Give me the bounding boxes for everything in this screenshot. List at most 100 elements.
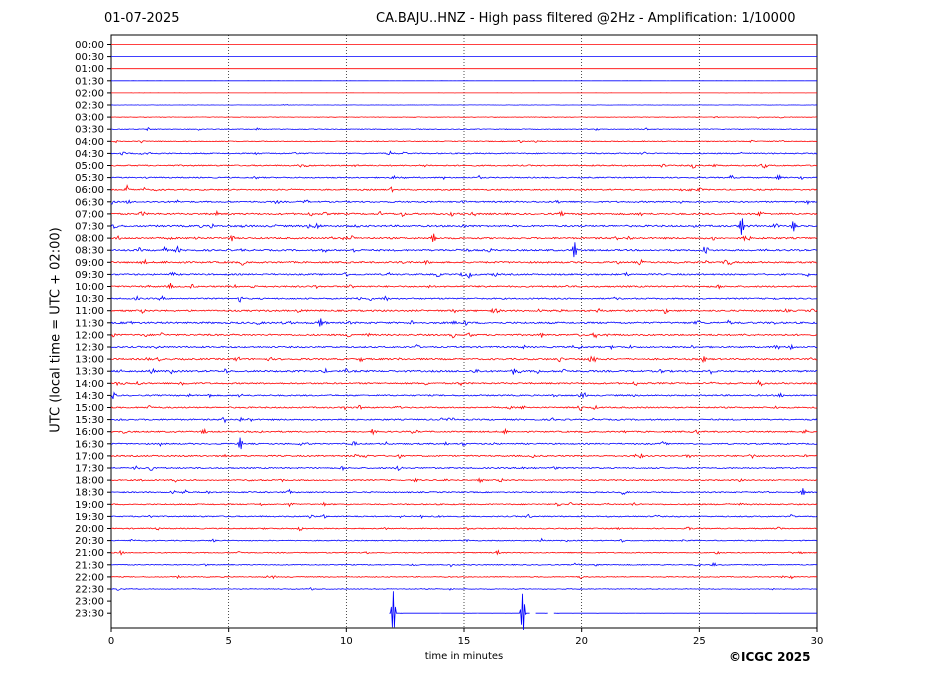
row-label: 11:00: [75, 306, 104, 317]
row-label: 21:00: [75, 548, 104, 559]
date-label: 01-07-2025: [104, 11, 180, 26]
row-label: 03:30: [75, 125, 104, 136]
row-label: 09:30: [75, 270, 104, 281]
trace-row: [110, 318, 818, 327]
row-label: 06:30: [75, 197, 104, 208]
row-label: 01:00: [75, 64, 104, 75]
x-axis-label: time in minutes: [424, 651, 504, 662]
trace-row: [110, 283, 818, 290]
trace-row: [110, 183, 818, 193]
row-label: 08:00: [75, 234, 104, 245]
trace-row: [110, 174, 818, 181]
row-label: 13:30: [75, 367, 104, 378]
row-label: 19:00: [75, 500, 104, 511]
trace-row: [110, 271, 818, 279]
x-tick-label: 20: [575, 636, 588, 647]
row-label: 20:30: [75, 536, 104, 547]
trace-row: [110, 139, 818, 144]
trace-row: [110, 465, 818, 472]
row-label: 18:00: [75, 476, 104, 487]
row-label: 09:00: [75, 258, 104, 269]
row-label: 01:30: [75, 76, 104, 87]
row-label: 03:00: [75, 113, 104, 124]
row-label: 16:00: [75, 427, 104, 438]
row-label: 04:30: [75, 149, 104, 160]
row-label: 15:00: [75, 403, 104, 414]
row-label: 08:30: [75, 246, 104, 257]
trace-row: [110, 104, 818, 106]
row-label: 02:00: [75, 88, 104, 99]
row-label: 10:00: [75, 282, 104, 293]
row-label: 07:00: [75, 209, 104, 220]
trace-row: [110, 537, 818, 543]
row-label: 12:00: [75, 330, 104, 341]
trace-row: [110, 501, 818, 508]
copyright-label: ©ICGC 2025: [729, 650, 811, 664]
row-label: 02:30: [75, 101, 104, 112]
trace-row: [110, 427, 818, 436]
x-tick-label: 15: [458, 636, 471, 647]
row-label: 15:30: [75, 415, 104, 426]
row-label: 18:30: [75, 488, 104, 499]
trace-row: [110, 549, 818, 556]
trace-row: [110, 404, 818, 411]
trace-row: [110, 233, 818, 242]
trace-row: [110, 163, 817, 169]
row-label: 14:00: [75, 379, 104, 390]
row-label: 17:00: [75, 451, 104, 462]
trace-row: [389, 591, 817, 631]
row-label: 07:30: [75, 222, 104, 233]
row-label: 22:30: [75, 585, 104, 596]
trace-row: [110, 295, 818, 303]
x-tick-label: 30: [811, 636, 824, 647]
chart-title: CA.BAJU..HNZ - High pass filtered @2Hz -…: [376, 11, 796, 26]
trace-row: [110, 258, 818, 266]
trace-row: [110, 513, 818, 519]
row-label: 19:30: [75, 512, 104, 523]
row-label: 06:00: [75, 185, 104, 196]
trace-row: [110, 526, 818, 532]
trace-row: [111, 343, 818, 351]
trace-row: [110, 116, 818, 119]
trace-row: [110, 209, 818, 218]
row-label: 04:00: [75, 137, 104, 148]
row-label: 23:00: [75, 597, 104, 608]
row-label: 16:30: [75, 439, 104, 450]
row-label: 10:30: [75, 294, 104, 305]
trace-row: [110, 150, 818, 156]
row-label: 05:00: [75, 161, 104, 172]
row-label: 22:00: [75, 572, 104, 583]
trace-row: [110, 367, 818, 375]
row-label: 13:00: [75, 355, 104, 366]
trace-row: [110, 242, 818, 258]
row-label: 00:00: [75, 40, 104, 51]
trace-row: [110, 453, 818, 459]
row-label: 12:30: [75, 343, 104, 354]
trace-row: [111, 477, 818, 484]
x-tick-label: 25: [693, 636, 706, 647]
x-tick-label: 5: [225, 636, 231, 647]
row-label: 00:30: [75, 52, 104, 63]
row-label: 11:30: [75, 318, 104, 329]
row-label: 05:30: [75, 173, 104, 184]
row-label: 23:30: [75, 609, 104, 620]
trace-row: [110, 199, 818, 206]
row-label: 21:30: [75, 560, 104, 571]
trace-row: [110, 574, 818, 580]
row-label: 20:00: [75, 524, 104, 535]
row-label: 17:30: [75, 464, 104, 475]
trace-row: [110, 561, 818, 568]
trace-row: [111, 488, 818, 495]
trace-row: [110, 355, 817, 364]
row-label: 14:30: [75, 391, 104, 402]
trace-row: [110, 437, 818, 450]
x-tick-label: 0: [108, 636, 114, 647]
trace-row: [110, 391, 817, 400]
trace-row: [110, 416, 818, 424]
trace-row: [110, 307, 818, 315]
x-tick-label: 10: [340, 636, 353, 647]
trace-row: [111, 126, 818, 132]
trace-row: [110, 332, 818, 339]
trace-row: [110, 587, 818, 591]
